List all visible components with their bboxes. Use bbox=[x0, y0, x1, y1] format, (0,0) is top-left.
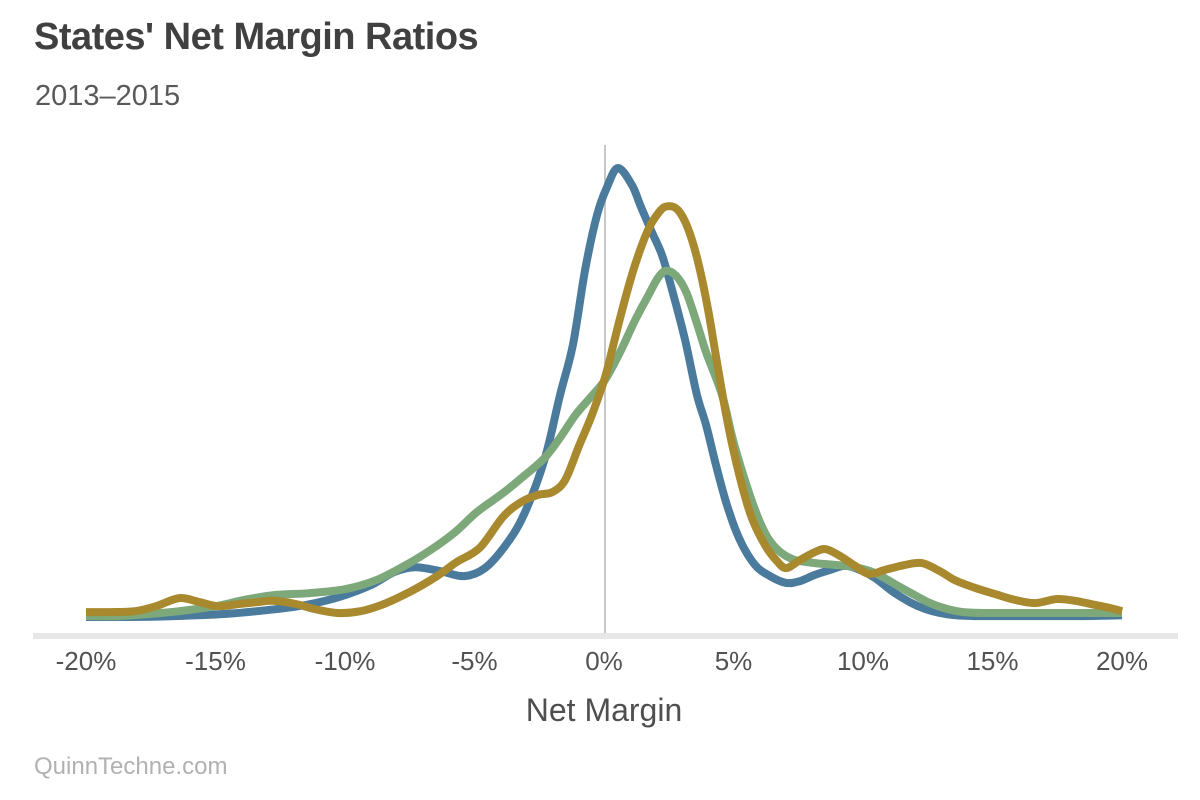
x-tick-label: 10% bbox=[836, 646, 890, 676]
x-tick-label: 15% bbox=[966, 646, 1019, 676]
density-curve-gold bbox=[85, 202, 1124, 618]
x-tick-label: -10% bbox=[314, 646, 376, 676]
chart-subtitle: 2013–2015 bbox=[35, 80, 181, 112]
density-curve-green bbox=[85, 266, 1122, 621]
source-watermark: QuinnTechne.com bbox=[34, 753, 228, 780]
x-tick-label: 5% bbox=[714, 646, 753, 676]
x-tick-label: -15% bbox=[185, 646, 246, 676]
x-tick-label: 0% bbox=[585, 646, 623, 676]
x-tick-label: -20% bbox=[55, 646, 117, 676]
x-tick-label: -5% bbox=[451, 646, 498, 676]
x-tick-label: 20% bbox=[1095, 646, 1149, 676]
x-axis-title: Net Margin bbox=[525, 692, 683, 728]
chart-title: States' Net Margin Ratios bbox=[34, 16, 479, 58]
x-axis-line bbox=[33, 633, 1178, 639]
